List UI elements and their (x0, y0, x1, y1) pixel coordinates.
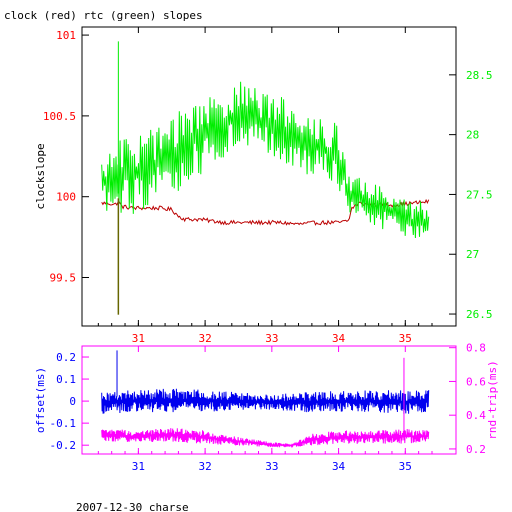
top-plot-frame (81, 26, 457, 327)
x-tick-label: 33 (265, 460, 278, 473)
y2-tick-label: 0.8 (466, 342, 486, 355)
y2-tick-label: 0.4 (466, 409, 486, 422)
y2-tick-label: 0.2 (466, 443, 486, 456)
x-tick-label: 35 (399, 460, 412, 473)
bottom-plot: 31 32 33 34 35 -0.2 -0.1 0 0.1 0.2 0.2 0.4 0.6 0.8 off… (34, 342, 499, 473)
bottom-plot-frame (81, 345, 457, 455)
y-axis-title-offset: offset(ms) (34, 367, 47, 433)
y-tick-label: 100 (56, 191, 76, 204)
x-tick-label: 33 (265, 332, 278, 345)
y2-tick-label: 28.5 (466, 69, 493, 82)
y2-tick-label: 28 (466, 129, 479, 142)
y2-tick-label: 0.6 (466, 375, 486, 388)
y2-tick-label: 26.5 (466, 308, 493, 321)
y-tick-label: 0.1 (56, 373, 76, 386)
x-tick-label: 31 (132, 460, 145, 473)
chart-footer: 2007-12-30 charse (76, 501, 189, 512)
y-tick-label: 0.2 (56, 351, 76, 364)
x-tick-label: 35 (399, 332, 412, 345)
offset-series-line (101, 388, 430, 414)
rtc-series-line (101, 81, 430, 239)
x-tick-label: 34 (332, 332, 346, 345)
x-tick-label: 31 (132, 332, 145, 345)
y2-tick-label: 27 (466, 248, 479, 261)
y2-tick-label: 27.5 (466, 188, 493, 201)
y-tick-label: 99.5 (50, 272, 77, 285)
y-axis-title: clockslope (34, 143, 47, 209)
y2-axis-title-rtt: rnd-trip(ms) (486, 360, 499, 439)
y-tick-label: 101 (56, 29, 76, 42)
y-tick-label: 0 (69, 395, 76, 408)
chart-title: clock (red) rtc (green) slopes (4, 9, 203, 22)
y-tick-label: -0.2 (50, 439, 77, 452)
top-plot: 31 32 33 34 35 99.5 100 100.5 101 26.5 27 27.5 28 28.… (34, 26, 493, 345)
y-tick-label: 100.5 (43, 110, 76, 123)
y-tick-label: -0.1 (50, 417, 77, 430)
rtt-series-line (101, 428, 430, 449)
x-tick-label: 32 (198, 332, 211, 345)
x-tick-label: 34 (332, 460, 346, 473)
x-tick-label: 32 (198, 460, 211, 473)
